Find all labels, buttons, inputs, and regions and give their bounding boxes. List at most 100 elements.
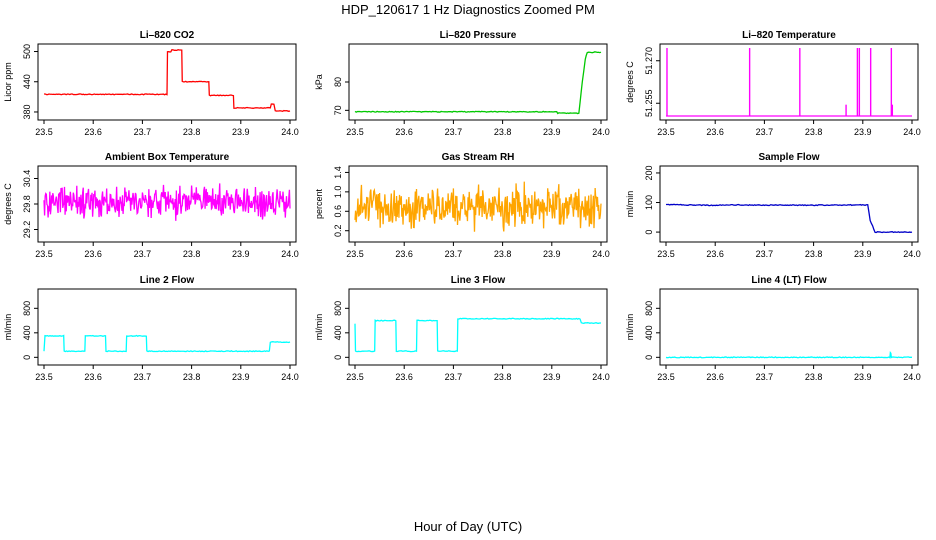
y-tick-label: 0 (644, 230, 654, 235)
y-tick-label: 800 (22, 301, 32, 316)
panel-title: Line 2 Flow (140, 275, 195, 286)
y-axis-label: ml/min (3, 314, 13, 341)
x-tick-label: 24.0 (903, 372, 921, 382)
y-tick-label: 0.6 (333, 205, 343, 218)
y-tick-label: 800 (644, 301, 654, 316)
y-tick-label: 51.270 (644, 47, 654, 75)
x-tick-label: 23.7 (134, 249, 152, 259)
x-tick-label: 23.8 (494, 249, 512, 259)
x-tick-label: 23.7 (756, 127, 774, 137)
x-tick-label: 23.5 (657, 372, 675, 382)
y-axis-label: ml/min (625, 314, 635, 341)
x-tick-label: 23.9 (854, 127, 872, 137)
x-tick-label: 23.8 (805, 127, 823, 137)
x-tick-label: 23.5 (346, 127, 364, 137)
x-tick-label: 23.6 (395, 372, 413, 382)
y-tick-label: 51.255 (644, 89, 654, 117)
x-tick-label: 23.7 (756, 249, 774, 259)
x-tick-label: 23.8 (494, 127, 512, 137)
panel-2: Li–820 Pressure kPa 23.5 23.6 23.7 23.8 23.9 24… (314, 30, 610, 137)
x-tick-label: 23.7 (756, 372, 774, 382)
y-axis-label: percent (314, 188, 324, 219)
series-line (43, 334, 291, 353)
x-tick-label: 24.0 (592, 127, 610, 137)
x-tick-label: 23.9 (543, 249, 561, 259)
y-axis-label: degrees C (3, 183, 13, 225)
y-axis-label: degrees C (625, 61, 635, 103)
x-tick-label: 23.9 (854, 372, 872, 382)
plot-frame (348, 165, 608, 243)
y-axis-label: ml/min (625, 191, 635, 218)
x-tick-label: 24.0 (592, 372, 610, 382)
panel-title: Line 4 (LT) Flow (751, 275, 827, 286)
y-tick-label: 200 (644, 165, 654, 180)
panel-8: Line 3 Flow ml/min 23.5 23.6 23.7 23.8 23.9 24.… (314, 275, 610, 382)
x-tick-label: 24.0 (281, 127, 299, 137)
plot-frame (37, 288, 297, 366)
y-axis-label: kPa (314, 74, 324, 90)
y-tick-label: 30.4 (22, 170, 32, 188)
x-tick-label: 23.8 (183, 249, 201, 259)
series-line (354, 51, 602, 115)
plot-frame (348, 288, 608, 366)
y-tick-label: 0 (333, 355, 343, 360)
y-axis-label: ml/min (314, 314, 324, 341)
x-tick-label: 23.8 (183, 127, 201, 137)
panel-5: Gas Stream RH percent 23.5 23.6 23.7 23.8 23.9… (314, 152, 610, 259)
panel-title: Gas Stream RH (442, 152, 515, 163)
x-tick-label: 23.7 (134, 372, 152, 382)
x-tick-label: 24.0 (281, 372, 299, 382)
x-tick-label: 23.9 (543, 127, 561, 137)
x-tick-label: 23.7 (445, 249, 463, 259)
y-tick-label: 80 (333, 77, 343, 87)
plot-frame (659, 43, 919, 121)
panel-title: Line 3 Flow (451, 275, 506, 286)
x-tick-label: 23.5 (35, 127, 53, 137)
y-tick-label: 380 (22, 104, 32, 119)
x-tick-label: 23.6 (706, 249, 724, 259)
y-tick-label: 440 (22, 74, 32, 89)
y-tick-label: 400 (333, 325, 343, 340)
x-tick-label: 23.7 (445, 372, 463, 382)
x-tick-label: 23.6 (84, 127, 102, 137)
y-tick-label: 70 (333, 105, 343, 115)
x-tick-label: 23.5 (657, 127, 675, 137)
x-tick-label: 23.7 (445, 127, 463, 137)
x-tick-label: 23.5 (346, 372, 364, 382)
panel-6: Sample Flow ml/min 23.5 23.6 23.7 23.8 23.9 24.… (625, 152, 921, 259)
panel-title: Li–820 CO2 (140, 30, 195, 41)
x-tick-label: 23.9 (232, 249, 250, 259)
y-tick-label: 1.0 (333, 186, 343, 199)
x-tick-label: 23.8 (183, 372, 201, 382)
y-tick-label: 800 (333, 301, 343, 316)
x-tick-label: 23.8 (805, 372, 823, 382)
y-tick-label: 29.2 (22, 221, 32, 239)
y-tick-label: 0 (22, 355, 32, 360)
x-tick-label: 23.9 (854, 249, 872, 259)
y-tick-label: 29.8 (22, 195, 32, 213)
x-tick-label: 23.6 (395, 249, 413, 259)
panel-title: Li–820 Temperature (742, 30, 836, 41)
x-tick-label: 23.9 (543, 372, 561, 382)
y-tick-label: 100 (644, 195, 654, 210)
panel-3: Li–820 Temperature degrees C 23.5 23.6 23.7 2… (625, 30, 921, 137)
x-tick-label: 23.6 (84, 372, 102, 382)
plot-frame (659, 165, 919, 243)
series-line (43, 183, 291, 221)
x-tick-label: 23.5 (346, 249, 364, 259)
x-tick-label: 23.6 (706, 127, 724, 137)
x-tick-label: 24.0 (903, 127, 921, 137)
y-tick-label: 500 (22, 44, 32, 59)
x-tick-label: 24.0 (281, 249, 299, 259)
panel-9: Line 4 (LT) Flow ml/min 23.5 23.6 23.7 23.8 23… (625, 275, 921, 382)
series-line (665, 203, 913, 234)
y-tick-label: 400 (22, 325, 32, 340)
figure-x-axis-label: Hour of Day (UTC) (413, 519, 523, 534)
panel-7: Line 2 Flow ml/min 23.5 23.6 23.7 23.8 23.9 24.… (3, 275, 299, 382)
x-tick-label: 23.9 (232, 127, 250, 137)
x-tick-label: 24.0 (903, 249, 921, 259)
series-line (43, 49, 291, 113)
x-tick-label: 23.9 (232, 372, 250, 382)
panel-1: Li–820 CO2 Licor ppm 23.5 23.6 23.7 23.8 23.9 2… (3, 30, 299, 137)
plot-frame (659, 288, 919, 366)
